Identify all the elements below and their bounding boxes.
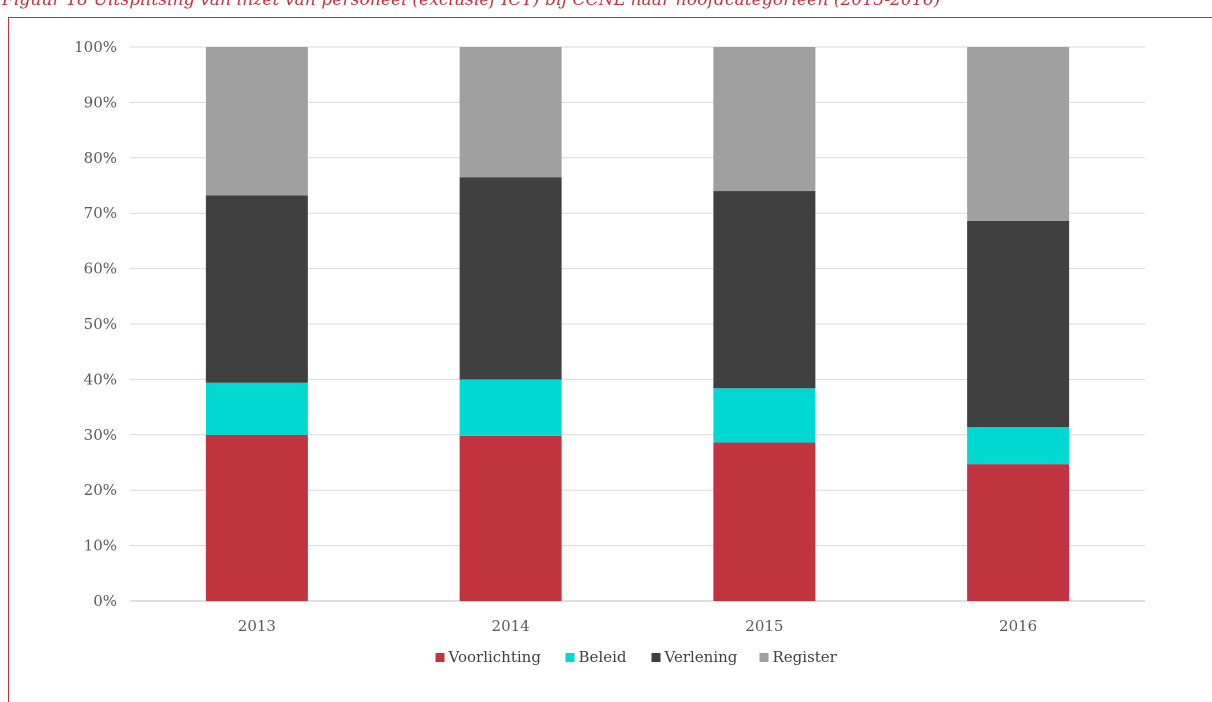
bar-segment-verlening <box>713 191 816 389</box>
bar-segment-register <box>967 47 1070 221</box>
frame-top-border <box>8 17 1212 18</box>
y-tick-label: 80% <box>84 149 117 167</box>
bars <box>205 47 1070 601</box>
x-tick-label: 2016 <box>999 617 1037 635</box>
bar-segment-register <box>205 47 308 196</box>
bar-segment-beleid <box>967 427 1070 465</box>
legend-swatch-register <box>759 653 769 662</box>
x-axis: 2013 2014 2015 2016 <box>238 617 1037 635</box>
bar-segment-voorlichting <box>205 434 308 601</box>
y-tick-label: 50% <box>84 315 117 333</box>
y-tick-label: 90% <box>84 93 117 111</box>
bar-segment-register <box>459 47 562 178</box>
y-axis: 0% 10% 20% 30% 40% 50% 60% 70% 80% 90% 100% <box>74 38 117 610</box>
x-tick-label: 2014 <box>492 617 530 635</box>
frame-left-border <box>8 17 9 702</box>
y-tick-label: 70% <box>84 204 117 222</box>
legend: Voorlichting Beleid Verlening Register <box>435 648 838 666</box>
y-tick-label: 20% <box>84 481 117 499</box>
legend-swatch-voorlichting <box>435 653 445 662</box>
x-tick-label: 2013 <box>238 617 276 635</box>
legend-swatch-beleid <box>565 653 575 662</box>
bar-segment-voorlichting <box>459 435 562 601</box>
legend-label-verlening: Verlening <box>664 648 738 666</box>
y-tick-label: 40% <box>84 370 117 388</box>
bar-segment-voorlichting <box>713 442 816 601</box>
y-tick-label: 100% <box>74 38 117 56</box>
y-tick-label: 10% <box>84 537 117 555</box>
y-tick-label: 30% <box>84 426 117 444</box>
bar-segment-verlening <box>967 220 1070 428</box>
legend-label-beleid: Beleid <box>579 648 627 666</box>
figure-caption: Figuur 18 Uitsplitsing van inzet van per… <box>2 0 941 10</box>
x-tick-label: 2015 <box>745 617 783 635</box>
legend-label-register: Register <box>773 648 838 666</box>
bar-segment-beleid <box>459 379 562 436</box>
bar-segment-voorlichting <box>967 464 1070 601</box>
legend-swatch-verlening <box>651 653 661 662</box>
bar-segment-verlening <box>205 195 308 383</box>
y-tick-label: 0% <box>93 592 117 610</box>
legend-label-voorlichting: Voorlichting <box>448 648 542 666</box>
bar-segment-register <box>713 47 816 192</box>
bar-segment-verlening <box>459 177 562 380</box>
y-tick-label: 60% <box>84 260 117 278</box>
bar-segment-beleid <box>205 382 308 435</box>
bar-segment-beleid <box>713 388 816 443</box>
